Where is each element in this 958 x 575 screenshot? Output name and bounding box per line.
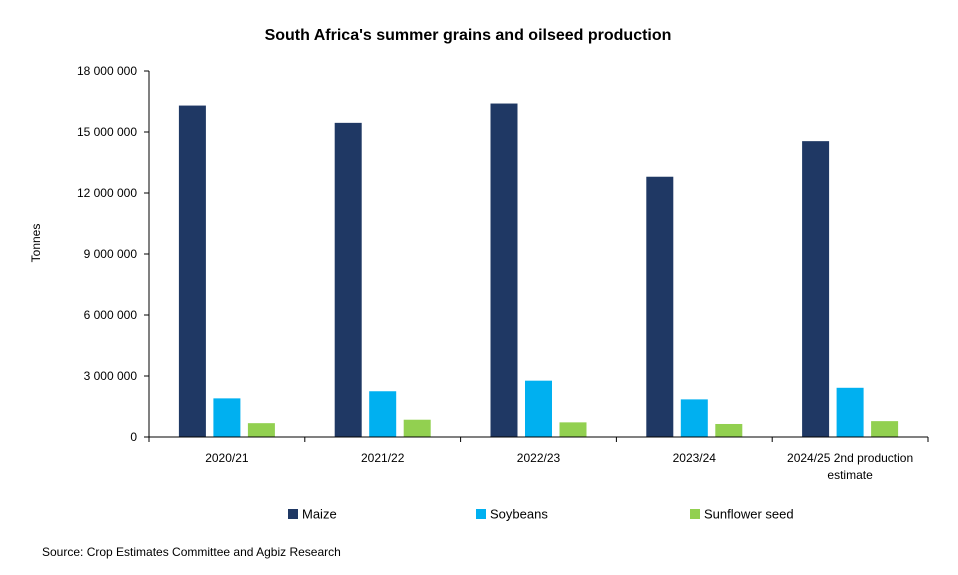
x-tick-label: 2021/22 xyxy=(361,451,405,465)
bar-maize xyxy=(802,141,830,437)
legend-label: Soybeans xyxy=(490,507,548,522)
y-tick-label: 18 000 000 xyxy=(77,64,137,78)
x-tick-label: 2022/23 xyxy=(517,451,561,465)
bar-soybeans xyxy=(369,391,397,437)
bar-maize xyxy=(334,122,362,437)
legend-label: Maize xyxy=(302,507,337,522)
x-tick-label: 2020/21 xyxy=(205,451,249,465)
bar-maize xyxy=(490,103,518,438)
source-note: Source: Crop Estimates Committee and Agb… xyxy=(42,545,341,559)
y-axis-label: Tonnes xyxy=(29,224,43,263)
y-axis: 0 3 000 000 6 000 000 9 000 000 12 000 000 15… xyxy=(77,64,150,444)
legend: Maize Soybeans Sunflower seed xyxy=(288,507,794,522)
plot-area xyxy=(178,103,899,438)
y-tick-label: 6 000 000 xyxy=(84,308,138,322)
y-tick-label: 12 000 000 xyxy=(77,186,137,200)
legend-label: Sunflower seed xyxy=(704,507,794,522)
bar-maize xyxy=(178,105,206,438)
x-tick-label: 2024/25 2nd production xyxy=(787,451,913,465)
y-tick-label: 15 000 000 xyxy=(77,125,137,139)
x-tick-label: 2023/24 xyxy=(673,451,717,465)
bar-maize xyxy=(646,176,674,437)
bar-sunflower-seed xyxy=(559,422,587,437)
bar-sunflower-seed xyxy=(871,421,899,437)
chart-title: South Africa's summer grains and oilseed… xyxy=(265,27,672,44)
x-tick-label: estimate xyxy=(827,468,873,482)
bar-soybeans xyxy=(525,380,552,437)
legend-swatch xyxy=(476,509,486,519)
bar-soybeans xyxy=(836,387,864,437)
y-tick-label: 3 000 000 xyxy=(84,369,138,383)
legend-swatch xyxy=(690,509,700,519)
bar-sunflower-seed xyxy=(247,423,275,437)
bar-soybeans xyxy=(680,399,708,437)
y-tick-label: 0 xyxy=(130,430,137,444)
bar-sunflower-seed xyxy=(715,423,743,437)
legend-swatch xyxy=(288,509,298,519)
y-tick-label: 9 000 000 xyxy=(84,247,138,261)
x-axis: 2020/21 2021/22 2022/23 2023/24 2024/25 2nd … xyxy=(148,436,929,482)
bar-soybeans xyxy=(213,398,241,437)
bar-sunflower-seed xyxy=(403,419,431,437)
